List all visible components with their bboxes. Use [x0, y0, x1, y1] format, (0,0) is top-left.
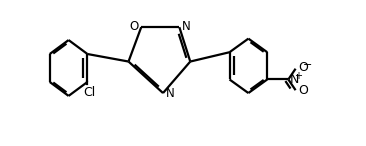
- Text: +: +: [295, 71, 302, 81]
- Text: O: O: [299, 61, 309, 74]
- Text: N: N: [166, 87, 175, 100]
- Text: −: −: [303, 60, 312, 70]
- Text: Cl: Cl: [83, 86, 96, 99]
- Text: N: N: [290, 73, 299, 86]
- Text: O: O: [299, 84, 309, 97]
- Text: O: O: [129, 20, 138, 33]
- Text: N: N: [182, 20, 191, 33]
